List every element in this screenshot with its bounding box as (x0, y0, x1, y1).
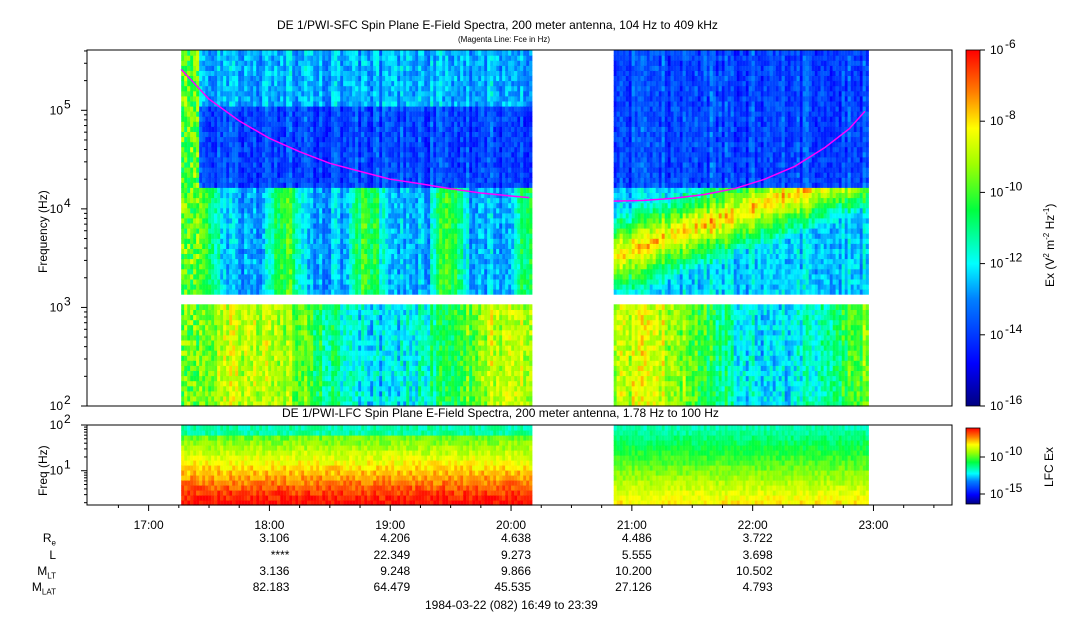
ephem-label-mlat: MLAT (31, 580, 56, 597)
x-tick-label-2: 19:00 (375, 518, 405, 532)
ephem-value: 3.698 (742, 548, 773, 562)
cbar-lfc-tick-exp-0: -10 (1005, 444, 1023, 458)
ephem-value: 5.555 (621, 548, 652, 562)
cbar-lfc-tick-label-1: 10 (990, 487, 1004, 501)
lfc-segment-1 (181, 425, 533, 506)
lfc-spectrogram-segments (181, 425, 869, 506)
lfc-y-tick-exp-0: 1 (64, 458, 71, 472)
ephem-label-l: L (49, 548, 56, 562)
ephem-value: 9.273 (501, 548, 532, 562)
x-tick-label-1: 18:00 (254, 518, 284, 532)
ephem-label-mlt: MLT (37, 564, 56, 581)
ephem-value: **** (270, 548, 290, 562)
ephem-label-re: Re (42, 531, 56, 548)
x-tick-label-5: 22:00 (738, 518, 768, 532)
sfc-y-tick-exp-2: 4 (64, 196, 71, 210)
x-tick-label-0: 17:00 (134, 518, 164, 532)
chart-title-sfc: DE 1/PWI-SFC Spin Plane E-Field Spectra,… (277, 18, 718, 32)
cbar-sfc-tick-exp-4: -14 (1005, 322, 1023, 336)
colorbar-sfc (965, 49, 981, 407)
sfc-spectrogram-segments (181, 50, 869, 407)
sfc-y-tick-label-1: 10 (50, 300, 64, 314)
sfc-plot-frame (86, 49, 953, 407)
cbar-sfc-tick-label-3: 10 (990, 257, 1004, 271)
cbar-sfc-tick-label-4: 10 (990, 328, 1004, 342)
ephem-value: 10.502 (735, 564, 773, 578)
fce-line-segment-2 (613, 110, 866, 202)
ephem-value: 82.183 (252, 580, 290, 594)
ephem-value: 3.106 (259, 531, 290, 545)
lfc-plot-frame (86, 424, 953, 506)
ephem-value: 64.479 (373, 580, 411, 594)
cbar-sfc-tick-exp-1: -8 (1005, 108, 1016, 122)
x-tick-label-4: 21:00 (617, 518, 647, 532)
ephem-value: 45.535 (494, 580, 532, 594)
ephem-value: 22.349 (373, 548, 411, 562)
cbar-sfc-tick-exp-5: -16 (1005, 393, 1023, 407)
cbar-sfc-tick-exp-0: -6 (1005, 37, 1016, 51)
cbar-sfc-tick-exp-3: -12 (1005, 251, 1023, 265)
sfc-segment-2 (613, 50, 869, 407)
chart-title-lfc: DE 1/PWI-LFC Spin Plane E-Field Spectra,… (282, 406, 719, 420)
cbar-lfc-tick-exp-1: -15 (1005, 481, 1023, 495)
ephem-value: 9.866 (501, 564, 532, 578)
cbar-lfc-tick-label-0: 10 (990, 450, 1004, 464)
sfc-y-tick-label-3: 10 (50, 103, 64, 117)
x-tick-label-6: 23:00 (858, 518, 888, 532)
chart-subtitle-sfc: (Magenta Line: Fce in Hz) (458, 35, 551, 44)
lfc-y-tick-label-1: 10 (50, 418, 64, 432)
fce-line-segment-1 (180, 68, 530, 199)
ephem-value: 3.722 (742, 531, 773, 545)
cbar-sfc-tick-exp-2: -10 (1005, 179, 1023, 193)
lfc-y-tick-exp-1: 2 (64, 412, 71, 426)
cbar-sfc-tick-label-2: 10 (990, 185, 1004, 199)
x-ticks: 17:00 18:00 19:00 20:00 21:00 22:00 23:00 (117, 505, 935, 532)
ephem-value: 9.248 (380, 564, 411, 578)
sfc-y-tick-exp-0: 2 (64, 393, 71, 407)
lfc-segment-2 (613, 425, 869, 506)
cbar-sfc-tick-label-5: 10 (990, 399, 1004, 413)
ephem-value: 27.126 (615, 580, 652, 594)
cbar-sfc-tick-label-0: 10 (990, 43, 1004, 57)
ephem-value: 3.136 (259, 564, 290, 578)
sfc-y-tick-exp-3: 5 (64, 97, 71, 111)
ephem-value: 10.200 (615, 564, 652, 578)
ephem-value: 4.486 (621, 531, 652, 545)
ephem-value: 4.793 (742, 580, 773, 594)
lfc-y-tick-label-0: 10 (50, 464, 64, 478)
ephem-value: 4.638 (501, 531, 532, 545)
sfc-y-tick-exp-1: 3 (64, 294, 71, 308)
sfc-segment-1 (181, 50, 533, 407)
cbar-sfc-tick-label-1: 10 (990, 114, 1004, 128)
ephem-value: 4.206 (380, 531, 411, 545)
footer-date-range: 1984-03-22 (082) 16:49 to 23:39 (425, 598, 598, 612)
sfc-y-tick-label-0: 10 (50, 399, 64, 413)
colorbar-lfc (965, 427, 981, 505)
x-tick-label-3: 20:00 (496, 518, 526, 532)
sfc-y-tick-label-2: 10 (50, 202, 64, 216)
